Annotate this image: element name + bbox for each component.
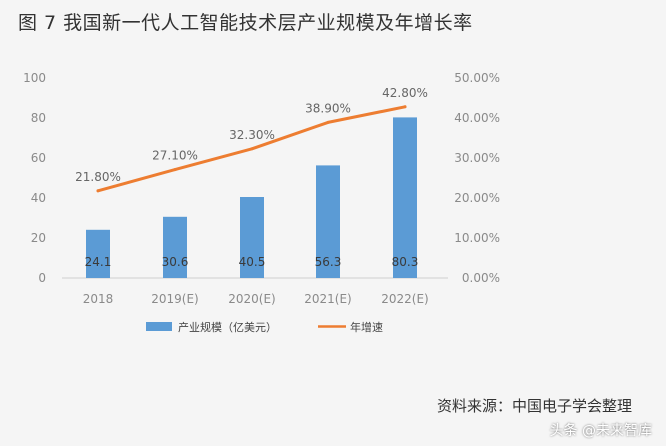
- source-note: 资料来源：中国电子学会整理: [436, 397, 632, 415]
- growth-value-label: 38.90%: [305, 101, 351, 115]
- left-y-tick-label: 60: [31, 151, 46, 165]
- left-y-tick-label: 40: [31, 191, 46, 205]
- legend: 产业规模（亿美元） 年增速: [146, 320, 383, 334]
- x-tick-label: 2021(E): [304, 292, 351, 306]
- growth-point: [403, 105, 407, 109]
- bar: [86, 229, 110, 278]
- growth-value-label: 42.80%: [382, 86, 428, 100]
- right-y-tick-label: 40.00%: [454, 111, 500, 125]
- right-y-tick-label: 50.00%: [454, 71, 500, 85]
- growth-line-series: 21.80% 27.10% 32.30% 38.90% 42.80%: [75, 86, 428, 193]
- left-y-tick-label: 80: [31, 111, 46, 125]
- growth-value-label: 21.80%: [75, 170, 121, 184]
- legend-line-label: 年增速: [350, 320, 383, 334]
- x-tick-label: 2020(E): [228, 292, 275, 306]
- bar-series: 24.1 30.6 40.5 56.3 80.3: [85, 117, 419, 279]
- growth-value-label: 32.30%: [229, 128, 275, 142]
- bar-value-label: 80.3: [392, 255, 419, 269]
- bar-value-label: 24.1: [85, 255, 112, 269]
- right-y-tick-label: 10.00%: [454, 231, 500, 245]
- bar: [163, 216, 187, 278]
- x-tick-label: 2022(E): [381, 292, 428, 306]
- growth-point: [326, 120, 330, 124]
- bar-value-label: 30.6: [162, 255, 189, 269]
- x-axis: 2018 2019(E) 2020(E) 2021(E) 2022(E): [83, 292, 429, 306]
- left-y-axis: 0 20 40 60 80 100: [23, 71, 46, 285]
- bar: [240, 197, 264, 278]
- bar: [316, 165, 340, 278]
- left-y-tick-label: 20: [31, 231, 46, 245]
- watermark: 头条 @未来智库: [549, 423, 652, 439]
- growth-point: [250, 147, 254, 151]
- bar-value-label: 40.5: [239, 255, 266, 269]
- right-y-axis: 0.00% 10.00% 20.00% 30.00% 40.00% 50.00%: [454, 71, 500, 285]
- right-y-tick-label: 0.00%: [462, 271, 500, 285]
- growth-point: [96, 189, 100, 193]
- bar: [393, 117, 417, 279]
- bar-value-label: 56.3: [315, 255, 342, 269]
- legend-bar-swatch: [146, 322, 172, 331]
- chart-title: 图 7 我国新一代人工智能技术层产业规模及年增长率: [18, 12, 473, 34]
- left-y-tick-label: 100: [23, 71, 46, 85]
- right-y-tick-label: 30.00%: [454, 151, 500, 165]
- right-y-tick-label: 20.00%: [454, 191, 500, 205]
- left-y-tick-label: 0: [38, 271, 46, 285]
- legend-bar-label: 产业规模（亿美元）: [178, 320, 277, 334]
- growth-value-label: 27.10%: [152, 149, 198, 163]
- x-tick-label: 2018: [83, 292, 114, 306]
- x-tick-label: 2019(E): [151, 292, 198, 306]
- growth-point: [173, 168, 177, 172]
